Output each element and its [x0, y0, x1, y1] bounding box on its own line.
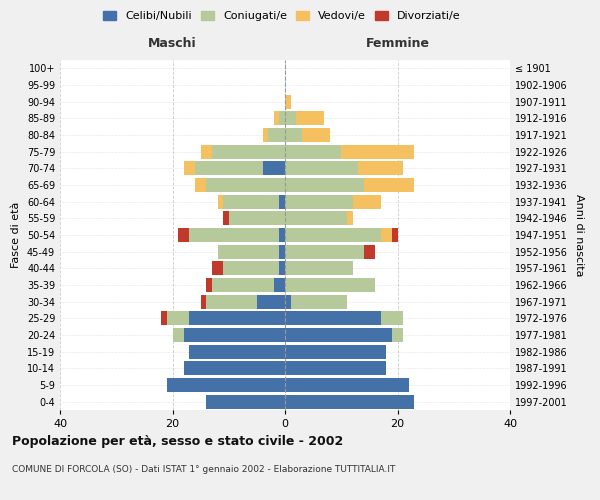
Bar	[184, 328, 285, 342]
Bar	[285, 244, 364, 259]
Bar	[285, 112, 296, 126]
Bar	[229, 211, 285, 226]
Legend: Celibi/Nubili, Coniugati/e, Vedovi/e, Divorziati/e: Celibi/Nubili, Coniugati/e, Vedovi/e, Di…	[103, 10, 461, 21]
Bar	[392, 328, 403, 342]
Bar	[285, 394, 415, 409]
Bar	[285, 194, 353, 209]
Bar	[285, 278, 375, 292]
Bar	[206, 394, 285, 409]
Bar	[263, 162, 285, 175]
Bar	[364, 178, 415, 192]
Bar	[274, 278, 285, 292]
Bar	[285, 261, 353, 276]
Bar	[190, 311, 285, 326]
Bar	[358, 162, 403, 175]
Bar	[161, 311, 167, 326]
Bar	[200, 144, 212, 159]
Bar	[285, 344, 386, 359]
Bar	[190, 344, 285, 359]
Bar	[380, 311, 403, 326]
Bar	[218, 194, 223, 209]
Bar	[341, 144, 415, 159]
Bar	[167, 378, 285, 392]
Bar	[184, 361, 285, 376]
Bar	[195, 162, 263, 175]
Bar	[178, 228, 190, 242]
Bar	[206, 178, 285, 192]
Bar	[302, 128, 330, 142]
Bar	[200, 294, 206, 308]
Bar	[195, 178, 206, 192]
Bar	[280, 228, 285, 242]
Bar	[263, 128, 268, 142]
Bar	[280, 261, 285, 276]
Text: COMUNE DI FORCOLA (SO) - Dati ISTAT 1° gennaio 2002 - Elaborazione TUTTITALIA.IT: COMUNE DI FORCOLA (SO) - Dati ISTAT 1° g…	[12, 465, 395, 474]
Text: Maschi: Maschi	[148, 37, 197, 50]
Bar	[380, 228, 392, 242]
Bar	[212, 144, 285, 159]
Bar	[223, 211, 229, 226]
Bar	[285, 228, 380, 242]
Text: Femmine: Femmine	[365, 37, 430, 50]
Bar	[285, 294, 290, 308]
Bar	[167, 311, 190, 326]
Bar	[212, 278, 274, 292]
Bar	[285, 361, 386, 376]
Bar	[206, 278, 212, 292]
Bar	[364, 244, 375, 259]
Bar	[392, 228, 398, 242]
Bar	[285, 144, 341, 159]
Bar	[347, 211, 353, 226]
Bar	[285, 178, 364, 192]
Bar	[296, 112, 325, 126]
Bar	[268, 128, 285, 142]
Bar	[285, 94, 290, 109]
Bar	[280, 244, 285, 259]
Bar	[173, 328, 184, 342]
Text: Popolazione per età, sesso e stato civile - 2002: Popolazione per età, sesso e stato civil…	[12, 435, 343, 448]
Bar	[190, 228, 280, 242]
Bar	[212, 261, 223, 276]
Bar	[206, 294, 257, 308]
Y-axis label: Fasce di età: Fasce di età	[11, 202, 21, 268]
Bar	[285, 162, 358, 175]
Bar	[223, 261, 280, 276]
Bar	[285, 211, 347, 226]
Bar	[285, 128, 302, 142]
Bar	[223, 194, 280, 209]
Bar	[285, 311, 380, 326]
Bar	[353, 194, 380, 209]
Bar	[285, 378, 409, 392]
Bar	[184, 162, 195, 175]
Bar	[274, 112, 280, 126]
Bar	[290, 294, 347, 308]
Y-axis label: Anni di nascita: Anni di nascita	[574, 194, 584, 276]
Bar	[257, 294, 285, 308]
Bar	[280, 112, 285, 126]
Bar	[280, 194, 285, 209]
Bar	[285, 328, 392, 342]
Bar	[218, 244, 280, 259]
